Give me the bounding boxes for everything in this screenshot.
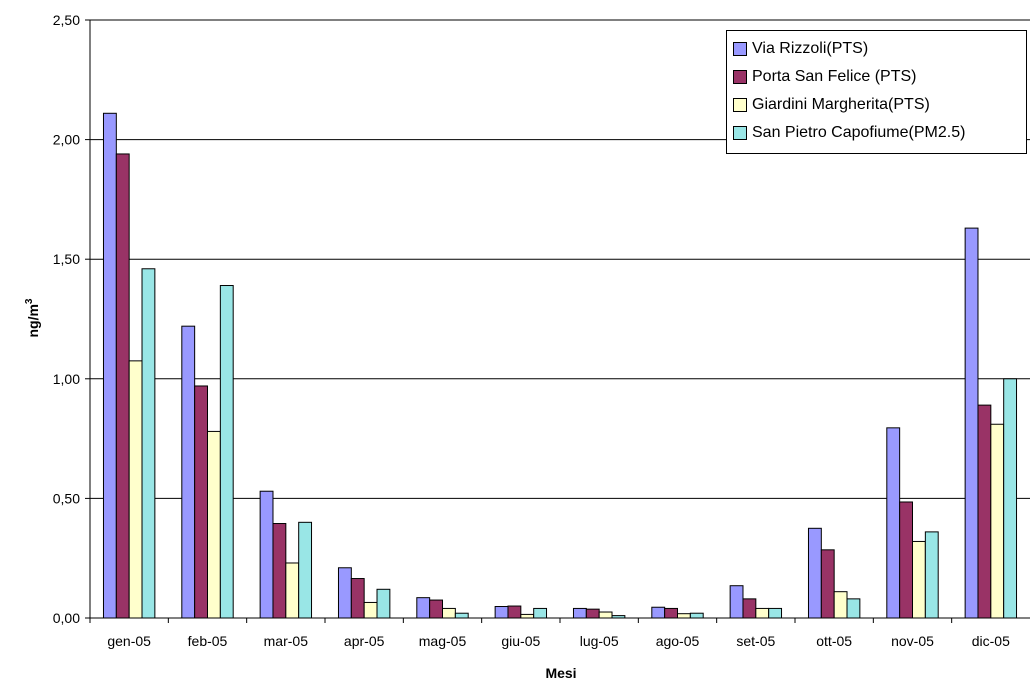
bar	[298, 521, 313, 619]
legend-swatch	[733, 42, 747, 56]
bar	[520, 613, 535, 619]
bar	[964, 227, 979, 619]
y-tick-label: 2,50	[53, 12, 80, 28]
bar	[102, 112, 117, 619]
bar	[990, 423, 1005, 619]
bar	[376, 588, 391, 619]
x-tick-label: lug-05	[580, 633, 619, 649]
bar	[572, 607, 587, 619]
bar	[651, 606, 666, 619]
bar	[742, 598, 757, 619]
y-tick-label: 1,00	[53, 371, 80, 387]
bar	[664, 607, 678, 619]
legend-item: Via Rizzoli(PTS)	[733, 35, 1020, 63]
bar	[181, 325, 196, 619]
legend-item: Giardini Margherita(PTS)	[733, 91, 1020, 119]
y-axis-label: ng/m3	[24, 298, 41, 337]
bar	[207, 430, 221, 619]
y-tick-label: 2,00	[53, 132, 80, 148]
bar	[729, 585, 744, 619]
legend-swatch	[733, 70, 747, 84]
legend: Via Rizzoli(PTS) Porta San Felice (PTS) Gi…	[726, 30, 1027, 154]
bar	[219, 285, 234, 619]
legend-label: San Pietro Capofiume(PM2.5)	[752, 124, 966, 141]
bar	[416, 597, 431, 619]
bar	[272, 523, 287, 619]
bar	[285, 562, 300, 619]
x-tick-label: ago-05	[656, 633, 700, 649]
bar	[912, 540, 926, 619]
bar	[259, 490, 274, 619]
bar	[899, 501, 913, 619]
legend-item: San Pietro Capofiume(PM2.5)	[733, 119, 1020, 147]
x-tick-label: nov-05	[891, 633, 934, 649]
bar	[977, 404, 992, 619]
bar	[115, 153, 130, 619]
bar	[598, 611, 613, 619]
bar	[755, 607, 770, 619]
bars	[102, 112, 1018, 619]
bar	[442, 607, 456, 619]
bar	[807, 527, 822, 619]
bar	[454, 612, 469, 619]
bar	[507, 605, 522, 619]
bar	[533, 607, 548, 619]
y-tick-label: 0,00	[53, 610, 80, 626]
bar	[1003, 378, 1018, 619]
bar	[128, 360, 143, 619]
bar	[494, 606, 509, 619]
bar	[820, 549, 835, 619]
legend-label: Via Rizzoli(PTS)	[752, 40, 869, 57]
bar	[337, 567, 352, 619]
bar	[194, 385, 209, 619]
y-tick-label: 1,50	[53, 251, 80, 267]
legend-swatch	[733, 126, 747, 140]
x-tick-label: giu-05	[501, 633, 540, 649]
bar	[846, 598, 861, 619]
bar	[429, 599, 443, 619]
bar	[689, 612, 704, 619]
x-tick-label: ott-05	[816, 633, 852, 649]
x-tick-label: gen-05	[107, 633, 151, 649]
x-tick-label: mar-05	[264, 633, 309, 649]
x-axis-label: Mesi	[545, 665, 576, 681]
x-tick-label: mag-05	[419, 633, 467, 649]
y-tick-label: 0,50	[53, 490, 80, 506]
legend-label: Porta San Felice (PTS)	[752, 68, 917, 85]
x-tick-label: apr-05	[344, 633, 385, 649]
x-tick-label: feb-05	[188, 633, 228, 649]
x-tick-label: set-05	[736, 633, 775, 649]
axes	[85, 19, 1030, 623]
bar	[141, 268, 156, 619]
bar	[677, 613, 691, 619]
legend-item: Porta San Felice (PTS)	[733, 63, 1020, 91]
legend-swatch	[733, 98, 747, 112]
tick-labels: 0,00 0,50 1,00 1,50 2,00 2,50 gen-05 feb-05 mar-…	[53, 12, 1010, 649]
bar	[833, 591, 848, 619]
legend-label: Giardini Margherita(PTS)	[752, 96, 930, 113]
bar	[350, 578, 365, 619]
bar	[585, 608, 600, 619]
bar	[924, 531, 939, 619]
x-tick-label: dic-05	[972, 633, 1010, 649]
bar	[886, 427, 901, 619]
bar	[768, 607, 783, 619]
bar	[363, 601, 378, 619]
